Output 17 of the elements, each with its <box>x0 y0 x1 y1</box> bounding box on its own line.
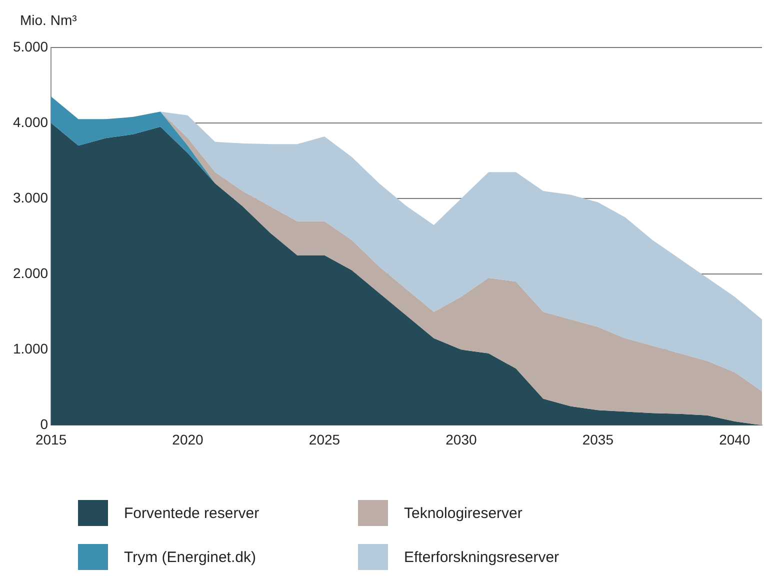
y-tick-label: 1.000 <box>12 340 48 356</box>
x-tick-label: 2015 <box>35 431 67 448</box>
x-tick-label: 2020 <box>172 431 204 448</box>
legend-label: Teknologireserver <box>404 504 522 522</box>
x-tick-label: 2035 <box>582 431 614 448</box>
x-tick-label: 2025 <box>308 431 340 448</box>
y-tick-label: 5.000 <box>12 38 48 54</box>
x-tick-label: 2030 <box>446 431 477 448</box>
legend-label: Trym (Energinet.dk) <box>124 548 256 566</box>
y-tick-label: 4.000 <box>12 114 48 130</box>
y-tick-label: 0 <box>40 416 48 432</box>
legend-label: Forventede reserver <box>124 504 260 522</box>
y-tick-label: 3.000 <box>12 189 48 206</box>
legend-label: Efterforskningsreserver <box>404 548 560 566</box>
y-axis-title: Mio. Nm³ <box>20 12 77 28</box>
x-tick-label: 2040 <box>719 431 750 448</box>
y-tick-label: 2.000 <box>12 264 48 281</box>
